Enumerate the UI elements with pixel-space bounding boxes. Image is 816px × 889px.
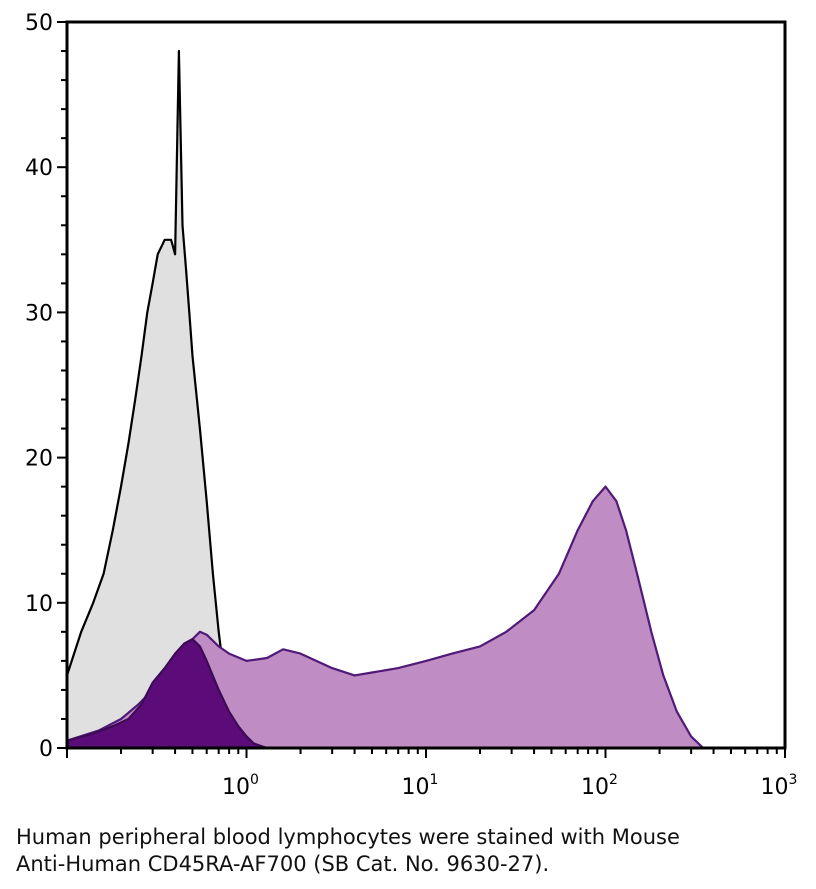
x-tick-label: 102 bbox=[581, 772, 618, 800]
x-tick-exponent: 3 bbox=[789, 772, 798, 788]
plot-series bbox=[65, 49, 704, 750]
series-1-area bbox=[67, 51, 301, 748]
y-tick-label: 20 bbox=[25, 447, 53, 472]
y-tick-label: 0 bbox=[39, 737, 53, 762]
y-tick-label: 50 bbox=[25, 11, 53, 36]
x-tick-exponent: 1 bbox=[430, 772, 439, 788]
y-tick-label: 10 bbox=[25, 592, 53, 617]
figure-caption: Human peripheral blood lymphocytes were … bbox=[16, 824, 806, 878]
caption-line-1: Human peripheral blood lymphocytes were … bbox=[16, 825, 680, 849]
x-tick-label: 100 bbox=[222, 772, 259, 800]
x-tick-exponent: 2 bbox=[609, 772, 618, 788]
series-3-area bbox=[67, 639, 267, 748]
series-3-line bbox=[66, 638, 268, 750]
x-tick-label: 101 bbox=[402, 772, 439, 800]
x-tick-label: 103 bbox=[761, 772, 798, 800]
caption-line-2: Anti-Human CD45RA-AF700 (SB Cat. No. 963… bbox=[16, 852, 550, 876]
y-tick-label: 30 bbox=[25, 301, 53, 326]
x-axis: 100 101 102 103 bbox=[66, 748, 798, 800]
y-axis: 0 10 20 30 40 50 bbox=[25, 11, 67, 762]
x-tick-exponent: 0 bbox=[250, 772, 259, 788]
series-2-area bbox=[67, 486, 704, 748]
y-tick-label: 40 bbox=[25, 156, 53, 181]
